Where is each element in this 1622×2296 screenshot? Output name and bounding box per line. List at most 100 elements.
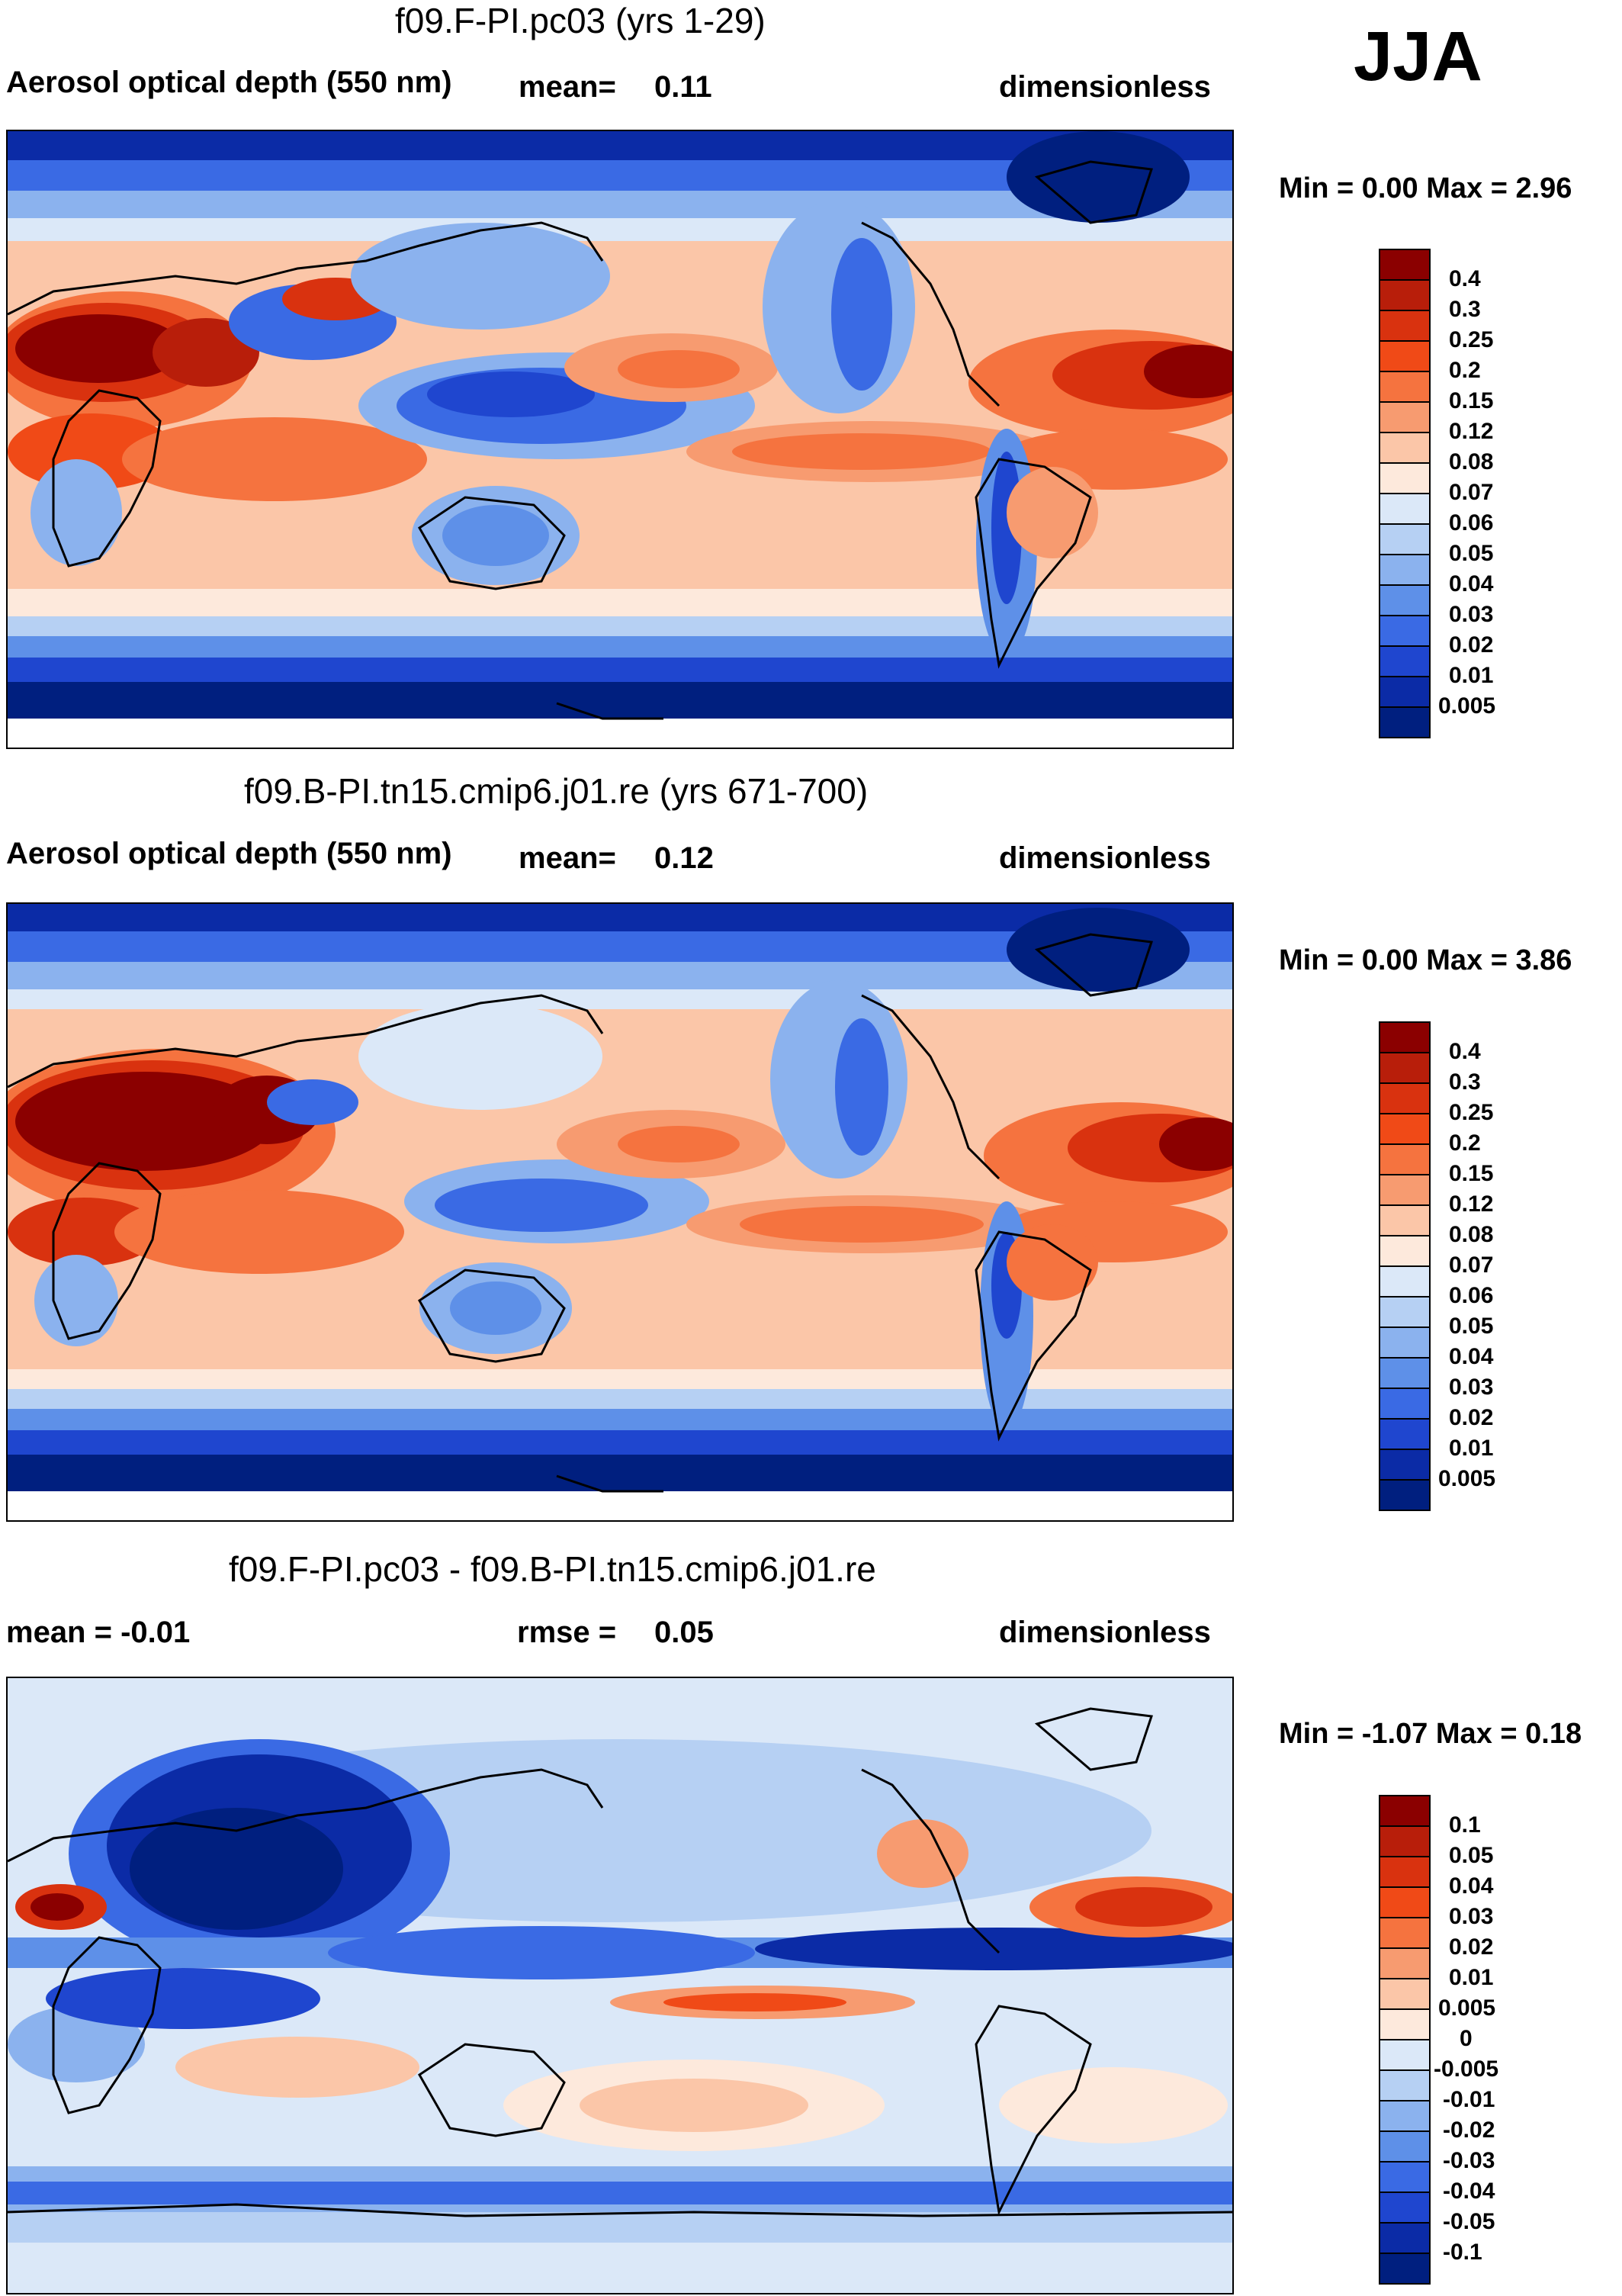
colorbar-2-label: 0.05 bbox=[1449, 1314, 1494, 1339]
colorbar-2-label: 0.02 bbox=[1449, 1405, 1494, 1430]
colorbar-1-swatch bbox=[1379, 310, 1431, 341]
panel-3-map bbox=[6, 1677, 1234, 2294]
colorbar-3-label: -0.005 bbox=[1434, 2056, 1499, 2082]
colorbar-2-swatch bbox=[1379, 1052, 1431, 1083]
colorbar-2-label: 0.03 bbox=[1449, 1375, 1494, 1400]
colorbar-1-label: 0.06 bbox=[1449, 510, 1494, 535]
colorbar-3-swatch bbox=[1379, 1856, 1431, 1887]
panel-1-variable-label: Aerosol optical depth (550 nm) bbox=[6, 66, 452, 99]
colorbar-2-label: 0.25 bbox=[1449, 1100, 1494, 1125]
colorbar-3-swatch bbox=[1379, 1886, 1431, 1918]
colorbar-3-swatch bbox=[1379, 1947, 1431, 1979]
season-label: JJA bbox=[1354, 18, 1482, 95]
colorbar-1-label: 0.005 bbox=[1438, 693, 1496, 719]
colorbar-1-swatch bbox=[1379, 249, 1431, 280]
colorbar-3-swatch bbox=[1379, 2191, 1431, 2223]
colorbar-1-swatch bbox=[1379, 371, 1431, 402]
panel-1-min-max: Min = 0.00 Max = 2.96 bbox=[1279, 172, 1572, 204]
colorbar-2-label: 0.01 bbox=[1449, 1436, 1494, 1461]
colorbar-2-swatch bbox=[1379, 1357, 1431, 1388]
colorbar-2-label: 0.08 bbox=[1449, 1222, 1494, 1247]
colorbar-2-label: 0.07 bbox=[1449, 1253, 1494, 1278]
colorbar-1-swatch bbox=[1379, 706, 1431, 738]
colorbar-1-label: 0.15 bbox=[1449, 388, 1494, 413]
colorbar-3-label: 0.1 bbox=[1449, 1812, 1481, 1838]
colorbar-3-label: 0.01 bbox=[1449, 1965, 1494, 1990]
panel-2-units: dimensionless bbox=[999, 841, 1211, 875]
panel-3-mean-label: mean = -0.01 bbox=[6, 1616, 191, 1649]
colorbar-2-label: 0.3 bbox=[1449, 1069, 1481, 1095]
colorbar-1-label: 0.04 bbox=[1449, 571, 1494, 597]
panel-3-units: dimensionless bbox=[999, 1616, 1211, 1649]
panel-3-min-max: Min = -1.07 Max = 0.18 bbox=[1279, 1718, 1582, 1750]
panel-1-title: f09.F-PI.pc03 (yrs 1-29) bbox=[395, 1, 766, 40]
colorbar-2-swatch bbox=[1379, 1082, 1431, 1114]
colorbar-1-label: 0.03 bbox=[1449, 602, 1494, 627]
panel-2-min-max: Min = 0.00 Max = 3.86 bbox=[1279, 944, 1572, 976]
colorbar-3-swatch bbox=[1379, 2039, 1431, 2070]
panel-2-map bbox=[6, 902, 1234, 1522]
colorbar-1-label: 0.02 bbox=[1449, 632, 1494, 658]
colorbar-2-label: 0.12 bbox=[1449, 1191, 1494, 1217]
colorbar-3-label: -0.04 bbox=[1443, 2179, 1495, 2204]
colorbar-2-label: 0.005 bbox=[1438, 1466, 1496, 1491]
colorbar-3-label: 0.05 bbox=[1449, 1843, 1494, 1868]
colorbar-2-label: 0.04 bbox=[1449, 1344, 1494, 1369]
panel-2-variable-label: Aerosol optical depth (550 nm) bbox=[6, 837, 452, 870]
colorbar-2-swatch bbox=[1379, 1174, 1431, 1205]
colorbar-1-swatch bbox=[1379, 523, 1431, 555]
colorbar-1-label: 0.3 bbox=[1449, 297, 1481, 322]
colorbar-3-swatch bbox=[1379, 1795, 1431, 1826]
colorbar-1-swatch bbox=[1379, 493, 1431, 524]
panel-3-rmse-value: 0.05 bbox=[654, 1616, 714, 1649]
colorbar-3-label: 0 bbox=[1460, 2026, 1473, 2051]
colorbar-1-label: 0.25 bbox=[1449, 327, 1494, 352]
panel-1-mean-label: mean= bbox=[519, 70, 616, 104]
colorbar-2-swatch bbox=[1379, 1296, 1431, 1327]
colorbar-2-swatch bbox=[1379, 1021, 1431, 1053]
colorbar-3-swatch bbox=[1379, 1978, 1431, 2009]
panel-1-mean-value: 0.11 bbox=[654, 70, 712, 104]
panel-2-mean-label: mean= bbox=[519, 841, 616, 875]
colorbar-3-swatch bbox=[1379, 2253, 1431, 2285]
panel-3-colorbar: 0.1 0.05 0.04 0.03 0.02 0.01 0.005 0 -0.… bbox=[1379, 1795, 1531, 2285]
colorbar-1-swatch bbox=[1379, 279, 1431, 310]
colorbar-3-label: 0.03 bbox=[1449, 1904, 1494, 1929]
colorbar-3-label: -0.03 bbox=[1443, 2148, 1495, 2173]
panel-1-units: dimensionless bbox=[999, 70, 1211, 104]
colorbar-2-swatch bbox=[1379, 1449, 1431, 1480]
colorbar-3-label: 0.04 bbox=[1449, 1873, 1494, 1899]
colorbar-1-label: 0.4 bbox=[1449, 266, 1481, 291]
colorbar-1-swatch bbox=[1379, 462, 1431, 494]
colorbar-1-swatch bbox=[1379, 554, 1431, 585]
panel-3-rmse-label: rmse = bbox=[517, 1616, 617, 1649]
colorbar-1-swatch bbox=[1379, 645, 1431, 677]
colorbar-1-label: 0.12 bbox=[1449, 419, 1494, 444]
colorbar-1-label: 0.07 bbox=[1449, 480, 1494, 505]
colorbar-3-label: -0.05 bbox=[1443, 2209, 1495, 2234]
colorbar-1-swatch bbox=[1379, 340, 1431, 371]
colorbar-1-label: 0.05 bbox=[1449, 541, 1494, 566]
colorbar-1-swatch bbox=[1379, 584, 1431, 616]
colorbar-3-swatch bbox=[1379, 2100, 1431, 2131]
colorbar-3-label: -0.02 bbox=[1443, 2118, 1495, 2143]
colorbar-3-label: -0.01 bbox=[1443, 2087, 1495, 2112]
colorbar-2-swatch bbox=[1379, 1204, 1431, 1236]
colorbar-3-label: 0.005 bbox=[1438, 1995, 1496, 2021]
colorbar-2-swatch bbox=[1379, 1113, 1431, 1144]
colorbar-2-label: 0.15 bbox=[1449, 1161, 1494, 1186]
colorbar-2-label: 0.4 bbox=[1449, 1039, 1481, 1064]
panel-2-title: f09.B-PI.tn15.cmip6.j01.re (yrs 671-700) bbox=[244, 771, 869, 811]
panel-2-mean-value: 0.12 bbox=[654, 841, 714, 875]
colorbar-2-label: 0.2 bbox=[1449, 1130, 1481, 1156]
colorbar-2-swatch bbox=[1379, 1235, 1431, 1266]
colorbar-1-label: 0.01 bbox=[1449, 663, 1494, 688]
colorbar-2-swatch bbox=[1379, 1326, 1431, 1358]
colorbar-2-swatch bbox=[1379, 1143, 1431, 1175]
colorbar-3-swatch bbox=[1379, 2008, 1431, 2040]
colorbar-3-swatch bbox=[1379, 2069, 1431, 2101]
panel-2-colorbar: 0.4 0.3 0.25 0.2 0.15 0.12 0.08 0.07 0.0… bbox=[1379, 1021, 1531, 1511]
colorbar-1-label: 0.2 bbox=[1449, 358, 1481, 383]
colorbar-1-label: 0.08 bbox=[1449, 449, 1494, 474]
colorbar-3-label: 0.02 bbox=[1449, 1934, 1494, 1960]
